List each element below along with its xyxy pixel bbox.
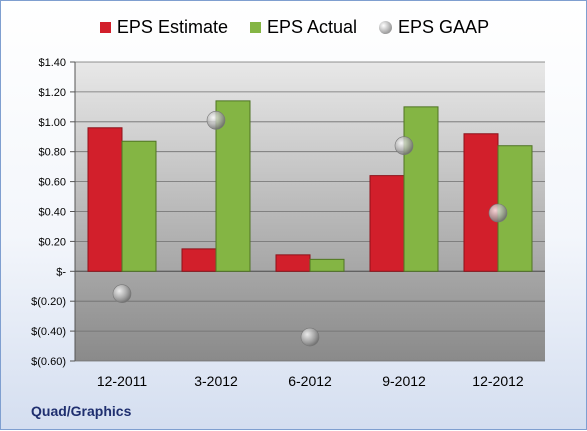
legend-label-actual: EPS Actual bbox=[266, 17, 358, 37]
y-tick-label: $0.40 bbox=[38, 207, 66, 219]
y-tick-label: $- bbox=[56, 266, 66, 278]
y-tick-label: $1.00 bbox=[38, 117, 66, 129]
bar-eps-estimate bbox=[275, 254, 311, 272]
legend-item-estimate: EPS Estimate bbox=[99, 17, 228, 38]
bar-eps-actual bbox=[121, 140, 157, 272]
x-tick-label: 9-2012 bbox=[382, 373, 426, 389]
y-tick-label: $0.80 bbox=[38, 147, 66, 159]
y-tick-label: $0.20 bbox=[38, 236, 66, 248]
x-tick-label: 12-2012 bbox=[472, 373, 524, 389]
bar-eps-estimate bbox=[369, 175, 405, 272]
bar-eps-estimate bbox=[463, 133, 499, 272]
company-label: Quad/Graphics bbox=[31, 403, 132, 419]
legend-swatch-actual bbox=[249, 22, 261, 33]
legend: EPS Estimate EPS Actual EPS GAAP bbox=[1, 17, 587, 38]
marker-eps-gaap bbox=[206, 111, 226, 130]
y-tick-label: $(0.20) bbox=[31, 296, 66, 308]
legend-label-gaap: EPS GAAP bbox=[398, 17, 490, 37]
y-tick-label: $0.60 bbox=[38, 177, 66, 189]
bar-eps-actual bbox=[309, 258, 345, 272]
x-tick-label: 3-2012 bbox=[194, 373, 238, 389]
marker-eps-gaap bbox=[112, 284, 132, 304]
legend-swatch-estimate bbox=[99, 22, 111, 33]
y-tick-label: $(0.60) bbox=[31, 356, 66, 368]
y-tick-label: $1.20 bbox=[38, 87, 66, 99]
legend-swatch-gaap bbox=[379, 21, 393, 34]
marker-eps-gaap bbox=[394, 136, 414, 156]
y-tick-label: $1.40 bbox=[38, 57, 66, 69]
bar-eps-actual bbox=[403, 106, 439, 272]
legend-item-actual: EPS Actual bbox=[249, 17, 358, 38]
marker-eps-gaap bbox=[300, 327, 320, 347]
bar-eps-estimate bbox=[87, 127, 123, 272]
x-tick-label: 12-2011 bbox=[97, 373, 148, 389]
bar-eps-actual bbox=[215, 100, 251, 272]
x-tick-label: 6-2012 bbox=[288, 373, 332, 389]
marker-eps-gaap bbox=[488, 203, 508, 223]
legend-label-estimate: EPS Estimate bbox=[116, 17, 228, 37]
legend-item-gaap: EPS GAAP bbox=[379, 17, 489, 38]
y-tick-label: $(0.40) bbox=[31, 326, 66, 338]
bar-eps-estimate bbox=[181, 248, 217, 272]
